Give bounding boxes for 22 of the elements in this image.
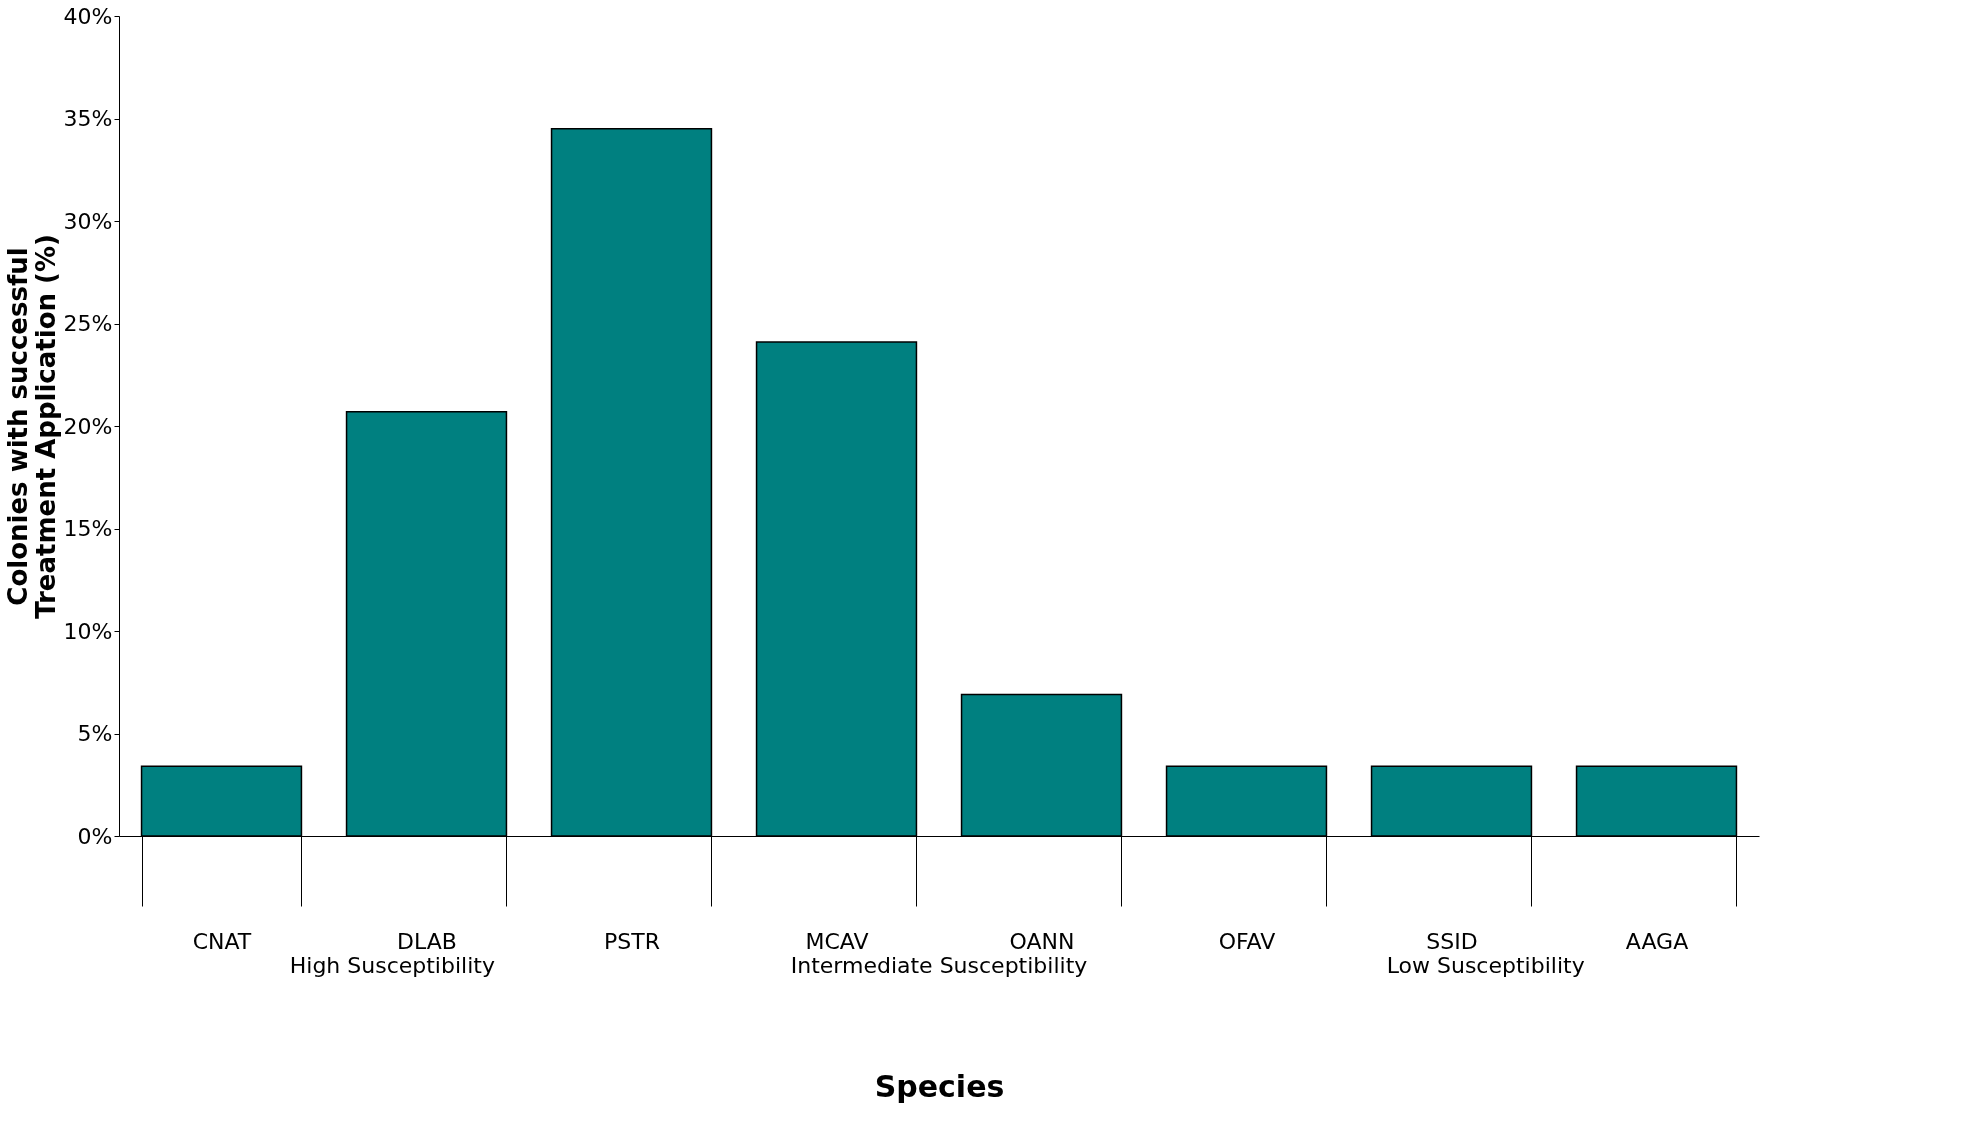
x-tick-label: CNAT	[192, 928, 252, 954]
x-tick-label: PSTR	[604, 928, 660, 954]
x-tick-label: MCAV	[805, 928, 869, 954]
text: Low Susceptibility	[1386, 953, 1585, 978]
y-tick-label: 0%	[77, 823, 113, 849]
text: Intermediate Susceptibility	[790, 953, 1088, 978]
text: High Susceptibility	[289, 953, 495, 978]
y-tick-label: 25%	[63, 311, 113, 336]
y-tick-label: 15%	[63, 516, 113, 541]
y-tick-label: 10%	[63, 618, 113, 644]
y-tick-label: 35%	[63, 106, 113, 131]
y-tick-label: 5%	[77, 721, 113, 746]
y-tick-label: 20%	[63, 413, 113, 439]
x-tick-label: OFAV	[1218, 928, 1276, 954]
x-axis-title: Species	[874, 1068, 1005, 1104]
y-axis-title: Colonies with successful Treatment Application (%)	[2, 234, 61, 619]
y-tick-label: 30%	[63, 208, 113, 234]
x-tick-label: OANN	[1009, 928, 1075, 954]
y-tick-label: 40%	[63, 3, 113, 29]
x-tick-label: DLAB	[397, 928, 457, 954]
x-tick-label: SSID	[1426, 928, 1478, 954]
x-tick-label: AAGA	[1625, 928, 1689, 954]
